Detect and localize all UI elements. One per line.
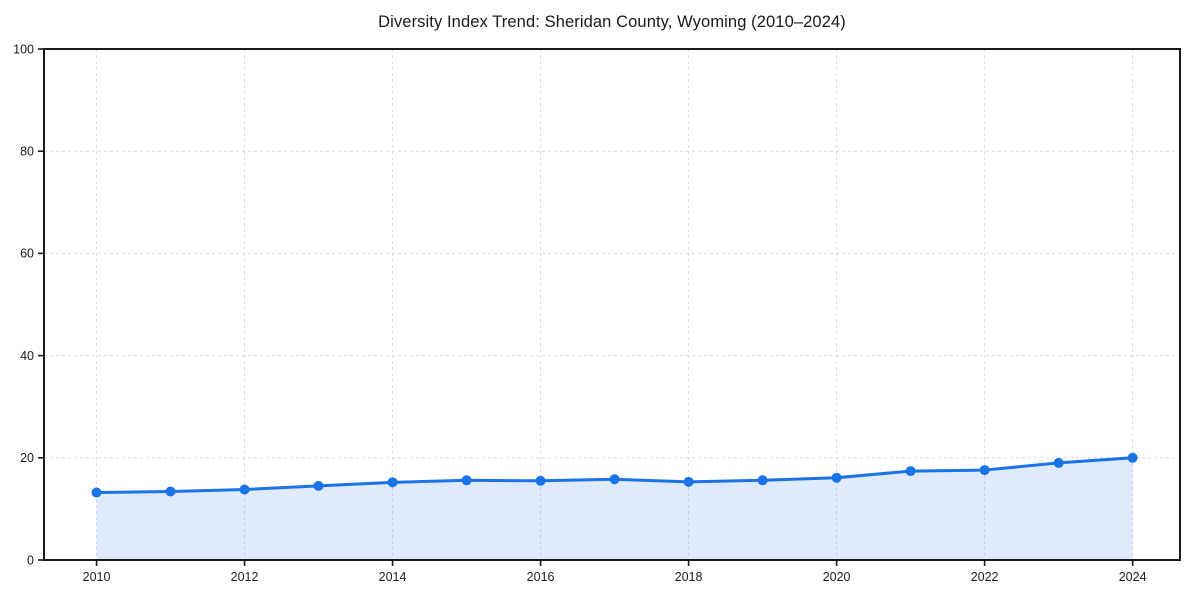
- x-tick-label: 2022: [971, 570, 999, 584]
- data-point-marker: [1053, 457, 1064, 468]
- data-point-marker: [461, 475, 472, 486]
- y-tick-label: 100: [13, 42, 34, 56]
- series-area-fill: [96, 457, 1133, 560]
- data-point-marker: [239, 484, 250, 495]
- data-point-marker: [905, 466, 916, 477]
- x-tick-label: 2016: [527, 570, 555, 584]
- x-tick-label: 2018: [675, 570, 703, 584]
- y-tick-label: 80: [20, 144, 34, 158]
- data-point-marker: [313, 480, 324, 491]
- y-tick-label: 60: [20, 247, 34, 261]
- data-point-marker: [387, 477, 398, 488]
- data-point-marker: [683, 476, 694, 487]
- y-tick-label: 40: [20, 349, 34, 363]
- data-point-marker: [1127, 452, 1138, 463]
- x-tick-label: 2012: [231, 570, 259, 584]
- x-tick-label: 2024: [1119, 570, 1147, 584]
- y-tick-label: 0: [27, 553, 34, 567]
- plot-border: [43, 48, 1181, 561]
- data-point-marker: [609, 474, 620, 485]
- x-tick-label: 2014: [379, 570, 407, 584]
- y-tick-label: 20: [20, 451, 34, 465]
- data-point-marker: [757, 475, 768, 486]
- x-tick-label: 2010: [83, 570, 111, 584]
- x-tick-label: 2020: [823, 570, 851, 584]
- data-point-marker: [831, 472, 842, 483]
- data-point-marker: [535, 475, 546, 486]
- data-point-marker: [165, 486, 176, 497]
- data-point-marker: [979, 465, 990, 476]
- data-point-marker: [91, 487, 102, 498]
- chart-title: Diversity Index Trend: Sheridan County, …: [378, 13, 846, 31]
